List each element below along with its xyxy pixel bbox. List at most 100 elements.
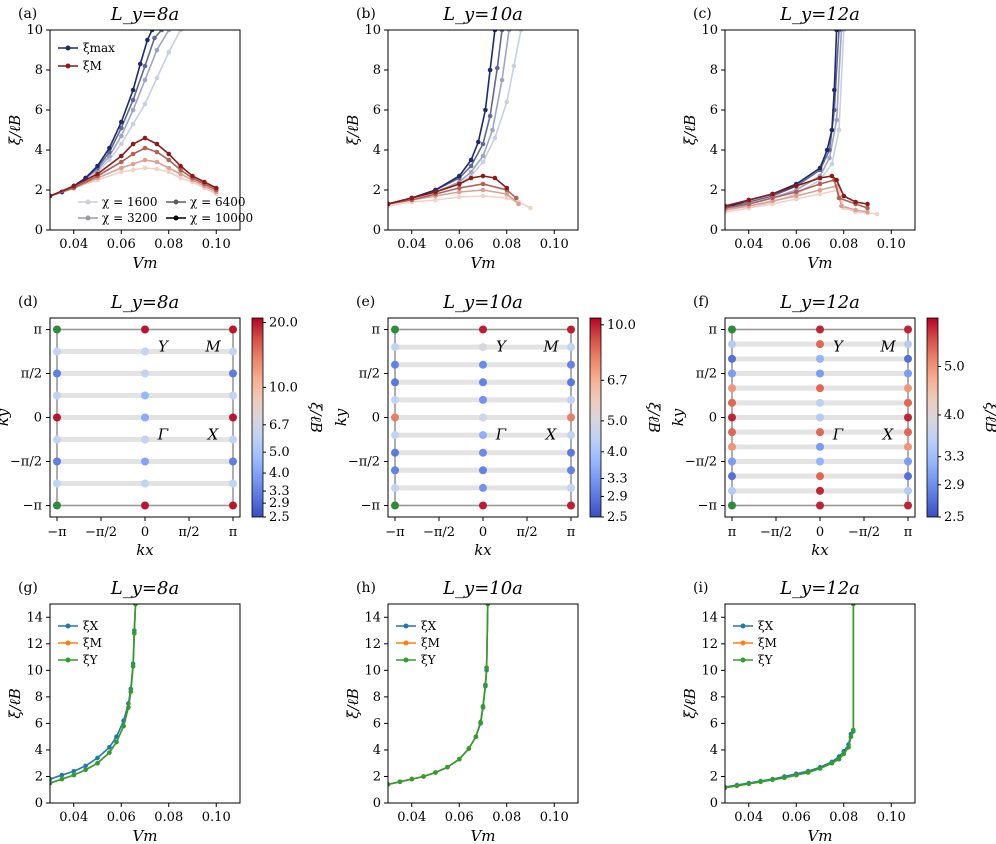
kpoint-kxpi <box>567 343 575 352</box>
data-point <box>130 141 136 147</box>
data-point <box>130 167 136 173</box>
kpoint-kxpi <box>567 466 575 475</box>
label-Y: Y <box>496 338 508 356</box>
data-point <box>142 77 148 83</box>
y-tick-label: 6 <box>35 103 43 118</box>
data-point <box>149 30 155 33</box>
data-point <box>119 125 124 131</box>
kpoint-kxmpi <box>728 384 736 393</box>
data-point <box>95 760 100 766</box>
series-xi-M <box>725 173 870 209</box>
data-point <box>133 604 138 607</box>
y-tick-label: 0 <box>709 411 717 426</box>
data-point <box>480 193 486 199</box>
kpoint-kx0 <box>141 457 149 466</box>
data-point <box>457 194 462 200</box>
x-tick-label: 0.06 <box>107 810 136 825</box>
data-point <box>746 781 752 787</box>
data-point <box>142 101 148 107</box>
x-tick-label: π <box>567 525 576 540</box>
legend-text: ξX <box>421 619 437 633</box>
x-tick-label: 0.10 <box>540 810 569 825</box>
kpoint-kx0 <box>141 501 149 510</box>
colorbar-tick-label: 2.5 <box>944 510 965 525</box>
kpoint-kx0 <box>816 442 824 451</box>
kpoint-kxmpi <box>53 369 61 378</box>
y-axis-label: ky <box>669 408 687 426</box>
data-point <box>142 165 148 171</box>
y-tick-label: 10 <box>26 663 43 678</box>
data-point <box>492 175 498 181</box>
x-tick-label: 0 <box>816 525 824 540</box>
data-point <box>817 191 823 197</box>
legend-series: ξX ξM ξY <box>58 619 102 667</box>
data-point <box>178 175 183 181</box>
panel-title: L_y=10a <box>442 578 523 599</box>
data-point <box>130 107 136 113</box>
colorbar <box>589 317 602 518</box>
data-point <box>119 141 124 147</box>
data-point <box>782 775 787 781</box>
data-point <box>457 189 462 195</box>
data-point <box>480 181 486 187</box>
kpoint-kxpi <box>904 384 912 393</box>
axes-frame <box>387 317 579 518</box>
x-tick-label: −π/2 <box>848 525 880 540</box>
legend-marker <box>65 657 71 663</box>
data-point <box>480 173 486 179</box>
colorbar-tick-label: 6.7 <box>269 418 290 433</box>
data-point <box>834 30 839 33</box>
y-tick-label: −π <box>361 499 381 514</box>
data-point <box>485 604 491 607</box>
kpoint-kx0 <box>479 501 487 510</box>
kpoint-kxpi <box>904 413 912 422</box>
kpoint-kxpi <box>229 435 237 444</box>
colorbar-tick-label: 20.0 <box>269 316 298 331</box>
kpoint-kx0 <box>479 343 487 352</box>
data-point <box>468 169 474 175</box>
panel-label: (f) <box>693 294 709 310</box>
x-tick-label: 0.08 <box>829 810 858 825</box>
data-point <box>154 75 160 81</box>
data-point <box>504 195 510 201</box>
x-tick-label: 0.06 <box>782 810 811 825</box>
series-xi-M <box>388 193 533 211</box>
data-point <box>154 166 160 172</box>
data-point <box>770 777 775 783</box>
series-xi-max <box>725 30 844 213</box>
data-point <box>829 161 835 167</box>
colorbar-tick-label: 3.3 <box>944 450 965 465</box>
axes-frame <box>49 29 241 231</box>
x-tick-label: 0.04 <box>59 237 88 252</box>
data-point <box>817 165 823 171</box>
data-point <box>746 201 752 207</box>
y-tick-label: 0 <box>34 411 42 426</box>
data-point <box>829 173 835 179</box>
y-tick-label: π <box>708 323 717 338</box>
y-tick-label: 6 <box>710 103 718 118</box>
y-axis-label: ξ/ℓB <box>344 688 362 719</box>
data-point <box>476 139 481 145</box>
y-tick-label: 4 <box>35 743 43 758</box>
x-tick-label: 0.04 <box>59 810 88 825</box>
data-point <box>145 37 150 43</box>
kpoint-kxpi <box>229 391 237 400</box>
data-point <box>817 187 823 193</box>
data-point <box>495 65 500 71</box>
y-tick-label: π/2 <box>359 367 380 382</box>
series-xi-max <box>50 30 183 199</box>
x-tick-label: 0.10 <box>877 237 906 252</box>
data-point <box>834 117 839 123</box>
legend-top: ξmax ξM <box>58 41 115 73</box>
colorbar-label: ξ/ℓB <box>307 402 325 433</box>
legend-marker <box>65 640 71 646</box>
data-point <box>132 630 137 636</box>
x-tick-label: 0.04 <box>734 237 763 252</box>
data-point <box>794 772 799 778</box>
kpoint-kxpi <box>229 501 237 510</box>
data-point <box>480 187 486 193</box>
series-xi-max <box>725 30 847 215</box>
series-line <box>725 604 855 789</box>
data-point <box>83 767 88 773</box>
y-tick-label: −π <box>23 499 43 514</box>
